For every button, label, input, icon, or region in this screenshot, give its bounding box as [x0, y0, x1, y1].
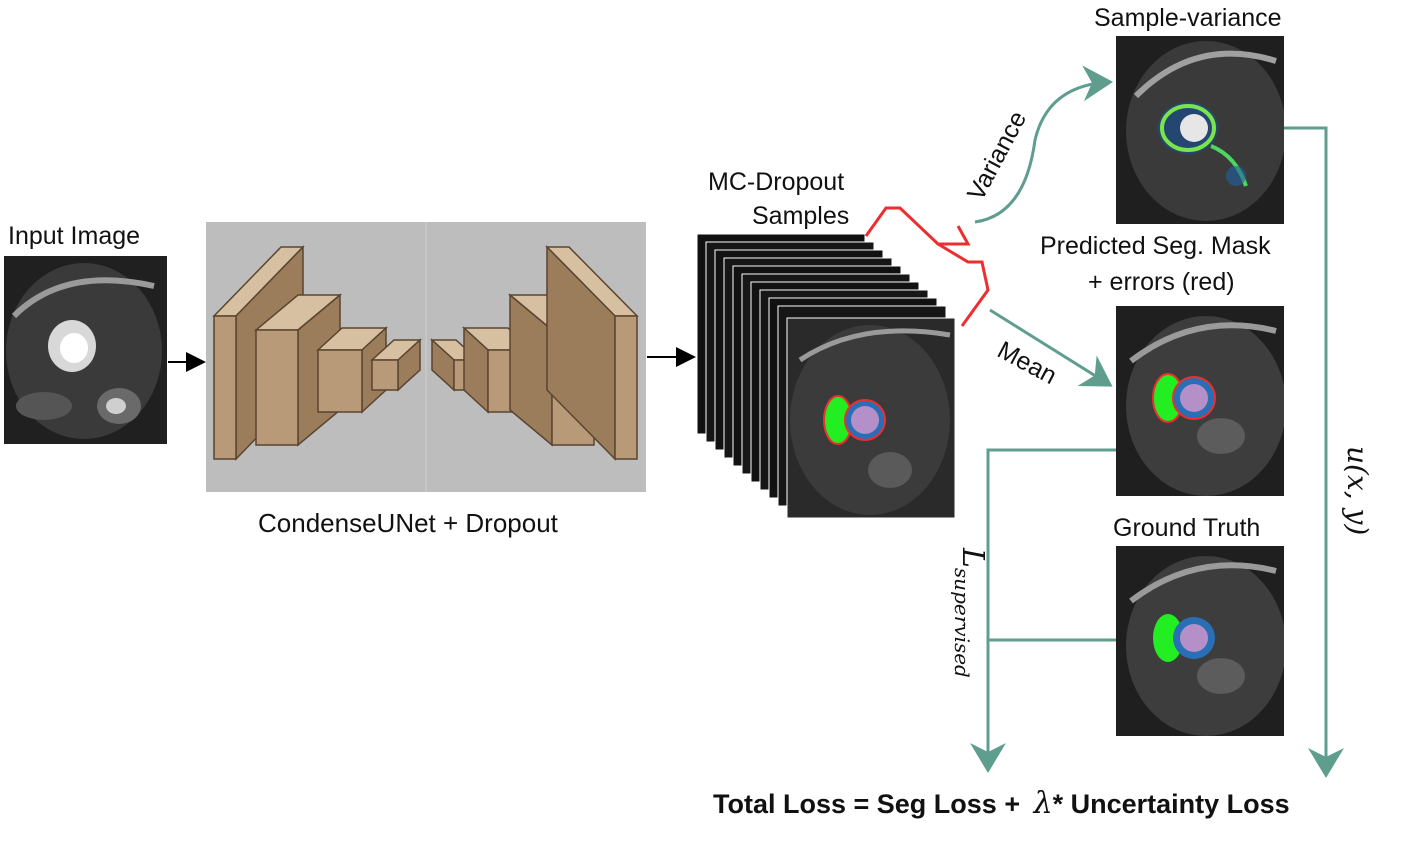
total-loss-right: * Uncertainty Loss — [1052, 789, 1290, 819]
ground-truth-content — [1116, 546, 1284, 736]
loss-symbol: L — [955, 548, 990, 568]
arrow-uncertainty-loss — [1284, 126, 1344, 778]
network-label: CondenseUNet + Dropout — [258, 508, 558, 538]
input-image-content — [4, 256, 167, 444]
sample-variance-image — [1116, 36, 1284, 224]
predicted-mask-content — [1116, 306, 1284, 496]
arrow-supervised-loss — [970, 448, 1116, 773]
ground-truth-label: Ground Truth — [1113, 514, 1261, 542]
total-loss-left: Total Loss = Seg Loss + — [713, 789, 1021, 819]
predicted-mask-image — [1116, 306, 1284, 496]
front-sample — [790, 325, 951, 515]
sample-variance-content — [1116, 36, 1284, 224]
ground-truth-image — [1116, 546, 1284, 736]
lambda-symbol: λ — [1033, 786, 1053, 821]
encoder-blocks — [212, 245, 422, 461]
input-image-label: Input Image — [8, 222, 141, 250]
loss-subscript: supervised — [950, 567, 974, 678]
predicted-label-line1: Predicted Seg. Mask — [1040, 232, 1271, 260]
predicted-label-line2: + errors (red) — [1088, 268, 1235, 296]
arrow-variance — [974, 65, 1113, 224]
sample-variance-label: Sample-variance — [1094, 4, 1282, 32]
input-image — [4, 256, 167, 444]
red-brace — [864, 206, 990, 327]
supervised-loss-label: Lsupervised — [950, 548, 990, 678]
total-loss-equation: Total Loss = Seg Loss + λ* Uncertainty L… — [713, 786, 1290, 821]
uncertainty-function-label: u(x, y) — [1341, 446, 1374, 536]
decoder-blocks — [430, 245, 639, 461]
mc-dropout-label-line1: MC-Dropout — [708, 168, 845, 196]
arrow-mean — [989, 308, 1113, 387]
mc-dropout-label-line2: Samples — [752, 202, 850, 230]
